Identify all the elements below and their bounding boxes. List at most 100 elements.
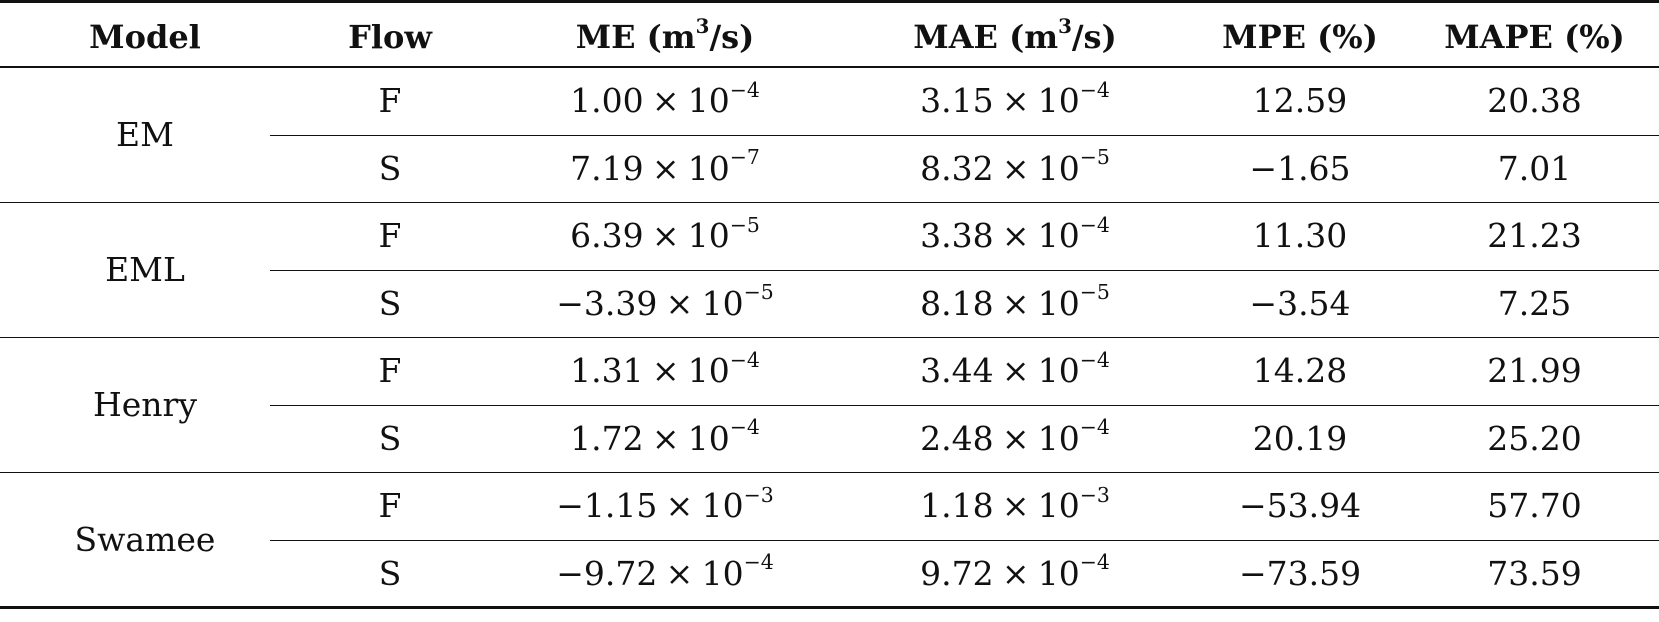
times-symbol: × xyxy=(1001,418,1030,458)
mae-cell: 3.15 × 10−4 xyxy=(840,67,1190,135)
table-row: F −1.15 × 10−3 1.18 × 10−3 −53.94 57.70 xyxy=(0,472,1659,540)
mape-cell: 21.23 xyxy=(1487,216,1582,255)
model-cell: EM xyxy=(116,115,174,154)
mpe-cell: −1.65 xyxy=(1249,148,1351,188)
times-symbol: × xyxy=(1001,553,1030,593)
table-row: F 1.00 × 10−4 3.15 × 10−4 12.59 20.38 xyxy=(0,67,1659,135)
me-cell: 6.39 × 10−5 xyxy=(490,202,840,270)
exponent: −4 xyxy=(1079,550,1110,575)
table-bottom-rule xyxy=(0,606,1659,609)
inner-row-rule xyxy=(270,404,1659,406)
table-row: S 7.19 × 10−7 8.32 × 10−5 −1.65 7.01 xyxy=(0,135,1659,203)
mape-cell: 21.99 xyxy=(1487,351,1582,390)
exponent: −3 xyxy=(743,482,774,507)
mantissa: 8.32 xyxy=(920,148,994,188)
base-ten: 10 xyxy=(1037,148,1080,188)
mae-cell: 3.44 × 10−4 xyxy=(840,337,1190,405)
model-cell: Henry xyxy=(93,385,197,424)
base-ten: 10 xyxy=(687,351,730,390)
me-cell: −9.72 × 10−4 xyxy=(490,540,840,608)
exponent: −4 xyxy=(743,550,774,575)
mape-cell: 20.38 xyxy=(1487,81,1582,120)
exponent: −4 xyxy=(729,415,760,440)
times-symbol: × xyxy=(651,81,680,120)
exponent: −7 xyxy=(729,145,760,170)
header-mpe: MPE (%) xyxy=(1222,18,1378,56)
group-rule xyxy=(0,337,1659,338)
flow-cell: F xyxy=(378,351,402,390)
header-flow: Flow xyxy=(348,18,432,56)
base-ten: 10 xyxy=(701,486,744,525)
mape-cell: 73.59 xyxy=(1487,553,1582,593)
base-ten: 10 xyxy=(1037,486,1080,525)
exponent: −4 xyxy=(1079,347,1110,372)
mantissa: 1.72 xyxy=(570,418,644,458)
times-symbol: × xyxy=(665,283,694,323)
base-ten: 10 xyxy=(687,216,730,255)
times-symbol: × xyxy=(665,486,694,525)
flow-cell: F xyxy=(378,486,402,525)
base-ten: 10 xyxy=(701,553,744,593)
times-symbol: × xyxy=(1001,283,1030,323)
mape-cell: 7.01 xyxy=(1497,148,1572,188)
group-rule xyxy=(0,472,1659,473)
header-mae: MAE (m3/s) xyxy=(913,14,1117,56)
base-ten: 10 xyxy=(687,148,730,188)
base-ten: 10 xyxy=(1037,283,1080,323)
mpe-cell: −3.54 xyxy=(1249,283,1351,323)
times-symbol: × xyxy=(1001,216,1030,255)
base-ten: 10 xyxy=(687,418,730,458)
exponent: −5 xyxy=(1079,280,1110,305)
mape-cell: 7.25 xyxy=(1497,283,1572,323)
exponent: −3 xyxy=(1079,482,1110,507)
times-symbol: × xyxy=(1001,81,1030,120)
mae-cell: 9.72 × 10−4 xyxy=(840,540,1190,608)
table-top-rule xyxy=(0,0,1659,3)
flow-cell: F xyxy=(378,81,402,120)
mae-cell: 3.38 × 10−4 xyxy=(840,202,1190,270)
table-row: F 6.39 × 10−5 3.38 × 10−4 11.30 21.23 xyxy=(0,202,1659,270)
times-symbol: × xyxy=(665,553,694,593)
times-symbol: × xyxy=(1001,351,1030,390)
mpe-cell: 12.59 xyxy=(1252,81,1348,120)
base-ten: 10 xyxy=(1037,553,1080,593)
header-me: ME (m3/s) xyxy=(575,14,755,56)
mpe-cell: 14.28 xyxy=(1252,351,1348,390)
flow-cell: S xyxy=(378,283,402,323)
base-ten: 10 xyxy=(701,283,744,323)
mpe-cell: −73.59 xyxy=(1238,553,1362,593)
mantissa: −3.39 xyxy=(556,283,658,323)
me-cell: 1.00 × 10−4 xyxy=(490,67,840,135)
base-ten: 10 xyxy=(1037,351,1080,390)
base-ten: 10 xyxy=(1037,418,1080,458)
flow-cell: S xyxy=(378,418,402,458)
mantissa: 1.00 xyxy=(570,81,644,120)
inner-row-rule xyxy=(270,539,1659,541)
times-symbol: × xyxy=(651,351,680,390)
exponent: −4 xyxy=(1079,415,1110,440)
mae-cell: 1.18 × 10−3 xyxy=(840,472,1190,540)
mantissa: −9.72 xyxy=(556,553,658,593)
model-cell: EML xyxy=(105,250,185,289)
exponent: −5 xyxy=(1079,145,1110,170)
model-cell: Swamee xyxy=(74,520,216,559)
base-ten: 10 xyxy=(1037,81,1080,120)
mantissa: 7.19 xyxy=(570,148,644,188)
mae-cell: 2.48 × 10−4 xyxy=(840,405,1190,473)
group-rule xyxy=(0,202,1659,203)
header-rule xyxy=(0,66,1659,68)
mantissa: 9.72 xyxy=(920,553,994,593)
base-ten: 10 xyxy=(687,81,730,120)
inner-row-rule xyxy=(270,269,1659,271)
mae-cell: 8.32 × 10−5 xyxy=(840,135,1190,203)
header-mape: MAPE (%) xyxy=(1444,18,1625,56)
header-model: Model xyxy=(89,18,201,56)
inner-row-rule xyxy=(270,134,1659,136)
mantissa: 3.44 xyxy=(920,351,994,390)
table-row: S 1.72 × 10−4 2.48 × 10−4 20.19 25.20 xyxy=(0,405,1659,473)
mae-cell: 8.18 × 10−5 xyxy=(840,270,1190,338)
me-cell: 1.72 × 10−4 xyxy=(490,405,840,473)
mantissa: 1.31 xyxy=(570,351,644,390)
me-cell: 7.19 × 10−7 xyxy=(490,135,840,203)
times-symbol: × xyxy=(1001,148,1030,188)
